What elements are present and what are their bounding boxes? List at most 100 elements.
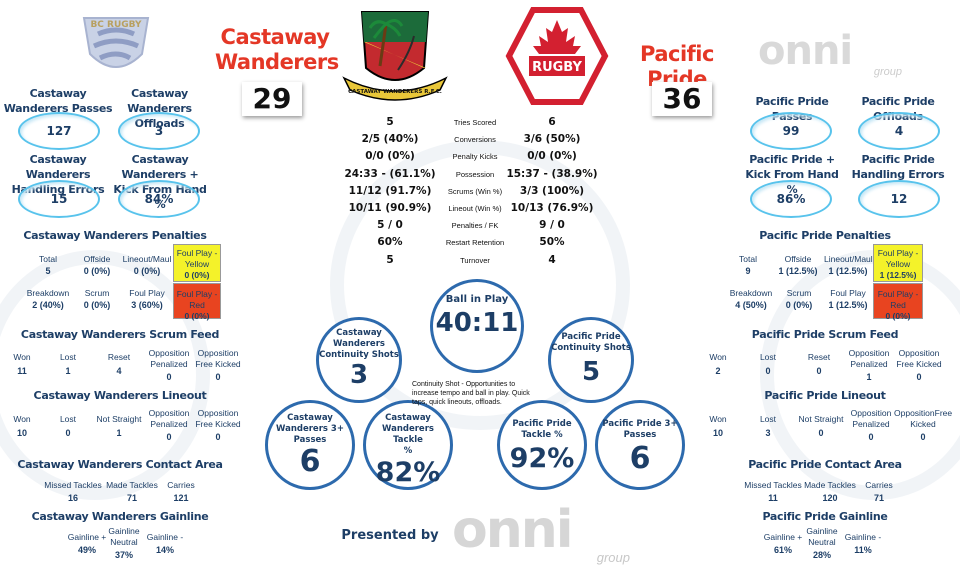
home-team-name-line1: Castaway [220, 25, 330, 49]
center-stat-label: Turnover [460, 255, 490, 265]
center-away-value: 0/0 (0%) [527, 150, 577, 163]
away-lineout-lost-label: Lost [759, 414, 777, 424]
away-3plus-passes-value: 6 [629, 441, 651, 476]
home-lineout-of-label: Opposition Free Kicked [195, 408, 241, 429]
away-lineout-of-label: OppositionFree Kicked [894, 408, 953, 429]
home-scrum-reset-label: Reset [107, 352, 131, 362]
away-pen-breakdown: 4 (50%) [735, 300, 767, 310]
home-scrum-op: 0 [166, 372, 172, 382]
home-pen-lineout: 0 (0%) [133, 266, 161, 276]
home-pen-offside-label: Offside [83, 254, 111, 264]
away-contact-mt-label: Missed Tackles [744, 480, 802, 490]
center-stat-label: Penalties / FK [451, 221, 499, 231]
home-pen-scrum-label: Scrum [84, 288, 110, 298]
center-home-value: 0/0 (0%) [365, 150, 415, 163]
presented-by-text: Presented by [341, 528, 439, 543]
center-home-value: 10/11 (90.9%) [348, 202, 432, 214]
away-tackle-value: 92% [509, 443, 575, 474]
home-continuity-circle: Castaway Wanderers Continuity Shots 3 [316, 317, 402, 403]
home-contact-made: 71 [126, 493, 137, 503]
home-pen-total: 5 [45, 266, 51, 276]
away-scrum-won: 2 [715, 366, 721, 376]
center-home-value: 60% [377, 236, 403, 249]
center-away-value: 9 / 0 [539, 219, 565, 232]
home-lineout-op-label: Opposition Penalized [148, 408, 190, 429]
away-scrum-lost: 0 [765, 366, 771, 376]
away-lineout-ns-label: Not Straight [798, 414, 844, 424]
away-tackle-circle: Pacific Pride Tackle % 92% [497, 400, 587, 490]
home-errors-value: 15 [18, 180, 100, 218]
center-home-value: 5 / 0 [377, 219, 403, 232]
home-lineout-lost: 0 [65, 428, 71, 438]
away-pen-red-cell: Foul Play - Red 0 (0%) [873, 283, 923, 321]
away-pen-foul-label: Foul Play [830, 288, 866, 298]
away-scrum-op: 1 [866, 372, 872, 382]
home-pen-yellow-cell: Foul Play - Yellow 0 (0%) [173, 244, 221, 282]
away-lineout-won-label: Won [709, 414, 727, 424]
away-continuity-value: 5 [581, 357, 601, 387]
home-gainline-title: Castaway Wanderers Gainline [31, 510, 209, 523]
away-contact-car-label: Carries [865, 480, 893, 490]
away-pen-offside: 1 (12.5%) [778, 266, 818, 276]
home-scrum-lost: 1 [65, 366, 71, 376]
rugby-badge-text: RUGBY [532, 60, 582, 75]
away-pen-offside-label: Offside [784, 254, 812, 264]
home-pen-red-cell: Foul Play - Red 0 (0%) [173, 283, 221, 321]
away-lineout-lost: 3 [765, 428, 771, 438]
home-contact-car: 121 [173, 493, 189, 503]
away-pen-foul: 1 (12.5%) [828, 300, 868, 310]
away-gain-neu-label: Gainline Neutral [806, 526, 838, 547]
center-stat-label: Conversions [454, 135, 496, 145]
away-scrum-lost-label: Lost [759, 352, 777, 362]
home-pen-breakdown: 2 (40%) [32, 300, 64, 310]
away-gainline-title: Pacific Pride Gainline [762, 510, 888, 523]
home-scrum-reset: 4 [116, 366, 122, 376]
home-tackle-circle: Castaway Wanderers Tackle% 82% [363, 400, 453, 490]
home-lineout-won-label: Won [13, 414, 31, 424]
center-stat-label: Tries Scored [453, 118, 497, 127]
away-scrum-reset-label: Reset [807, 352, 831, 362]
home-lineout-ns: 1 [116, 428, 122, 438]
away-pen-total: 9 [745, 266, 751, 276]
home-3plus-passes-circle: Castaway Wanderers 3+ Passes 6 [265, 400, 355, 490]
away-pen-lineout-label: Lineout/Maul [824, 254, 873, 264]
away-gain-plus: 61% [773, 545, 792, 555]
home-passes-value: 127 [18, 112, 100, 150]
center-home-value: 11/12 (91.7%) [348, 184, 432, 197]
home-team-name-line2: Wanderers [215, 50, 339, 74]
home-gain-minus: 14% [155, 545, 174, 555]
center-away-value: 3/6 (50%) [523, 133, 581, 146]
home-scrum-of-label: Opposition Free Kicked [195, 348, 241, 369]
home-gain-minus-label: Gainline - [146, 532, 184, 542]
away-offloads-value: 4 [858, 112, 940, 150]
away-kick-value: 86% [750, 180, 832, 218]
away-lineout-title: Pacific Pride Lineout [764, 389, 886, 402]
center-home-value: 24:33 - (61.1%) [344, 167, 436, 180]
home-scrum-won-label: Won [13, 352, 31, 362]
away-contact-car: 71 [873, 493, 884, 503]
home-3plus-passes-value: 6 [299, 444, 321, 479]
away-pen-scrum-label: Scrum [786, 288, 812, 298]
home-contact-title: Castaway Wanderers Contact Area [17, 458, 223, 471]
away-errors-label: Pacific Pride Handling Errors [851, 153, 945, 181]
away-scrum-of: 0 [916, 372, 922, 382]
home-contact-mt-label: Missed Tackles [44, 480, 102, 490]
home-scrum-won: 11 [17, 366, 27, 376]
bc-rugby-text: BC RUGBY [90, 20, 142, 30]
center-stat-label: Penalty Kicks [452, 152, 498, 162]
continuity-note: Continuity Shot - Opportunities to incre… [412, 381, 530, 406]
home-tackle-value: 82% [375, 457, 441, 488]
home-pen-breakdown-label: Breakdown [26, 288, 70, 298]
center-away-value: 15:37 - (38.9%) [506, 167, 598, 180]
home-lineout-won: 10 [16, 428, 27, 438]
away-gain-minus-label: Gainline - [844, 532, 882, 542]
center-home-value: 5 [386, 116, 394, 128]
away-gain-plus-label: Gainline + [763, 532, 803, 542]
away-continuity-circle: Pacific Pride Continuity Shots 5 [548, 317, 634, 403]
center-away-value: 50% [539, 236, 565, 249]
ball-in-play-value: 40:11 [435, 308, 519, 338]
home-lineout-ns-label: Not Straight [96, 414, 142, 424]
home-contact-car-label: Carries [167, 480, 195, 490]
away-scrum-title: Pacific Pride Scrum Feed [751, 328, 899, 341]
home-gain-neu: 37% [114, 550, 133, 560]
